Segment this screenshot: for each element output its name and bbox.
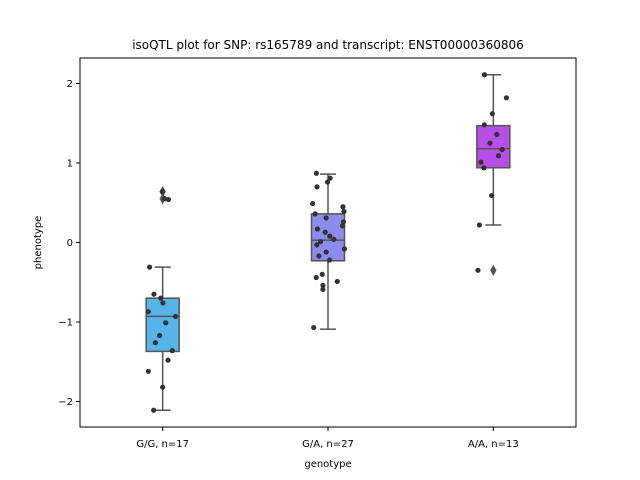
data-point — [314, 184, 320, 190]
data-point — [322, 229, 328, 235]
data-point — [340, 219, 347, 225]
data-point — [172, 313, 179, 320]
data-point — [146, 264, 153, 270]
y-tick-label: 1 — [67, 159, 73, 170]
x-tick-label: G/G, n=17 — [136, 439, 189, 450]
data-point — [327, 175, 333, 181]
y-tick-label: 2 — [67, 79, 73, 90]
data-point — [312, 211, 318, 217]
data-point — [314, 226, 321, 232]
x-tick-label: A/A, n=13 — [468, 439, 519, 450]
data-point — [323, 249, 329, 255]
data-point — [320, 286, 326, 293]
data-point — [319, 271, 325, 277]
x-axis: G/G, n=17 G/A, n=27 A/A, n=13 — [136, 427, 519, 450]
data-point — [160, 384, 166, 390]
data-point — [489, 111, 495, 117]
data-point — [160, 300, 166, 306]
data-point — [159, 189, 165, 195]
outlier-marker — [490, 264, 497, 276]
data-point — [145, 368, 151, 374]
y-axis: −2 −1 0 1 2 — [58, 79, 80, 408]
data-point — [481, 122, 487, 128]
data-point — [323, 215, 329, 221]
data-point — [340, 204, 346, 210]
data-point — [169, 348, 175, 354]
data-point — [331, 236, 337, 242]
data-point — [494, 131, 500, 137]
data-point — [316, 253, 322, 259]
chart-title: isoQTL plot for SNP: rs165789 and transc… — [132, 38, 524, 52]
data-point — [495, 153, 502, 159]
data-point — [145, 309, 151, 315]
data-point — [313, 274, 319, 281]
data-point — [503, 95, 509, 101]
data-point — [476, 222, 482, 228]
y-tick-label: −2 — [58, 397, 73, 408]
data-point — [152, 340, 158, 346]
data-point — [157, 332, 163, 339]
data-point — [481, 72, 488, 78]
data-point — [311, 324, 317, 331]
data-point — [313, 170, 319, 176]
data-point — [341, 208, 347, 215]
data-point — [475, 267, 481, 273]
data-point — [151, 407, 157, 413]
y-axis-label: phenotype — [33, 216, 44, 270]
data-point — [163, 320, 169, 326]
y-tick-label: 0 — [67, 238, 73, 249]
data-point — [324, 179, 331, 185]
data-point — [487, 140, 493, 146]
data-point — [339, 223, 346, 229]
data-point — [499, 146, 505, 153]
data-point — [158, 295, 164, 301]
data-point — [489, 192, 495, 199]
y-tick-label: −1 — [58, 318, 73, 329]
x-tick-label: G/A, n=27 — [302, 439, 354, 450]
data-point — [310, 200, 316, 207]
data-point — [165, 196, 172, 203]
data-point — [327, 233, 333, 239]
data-point — [334, 278, 340, 285]
data-point — [341, 246, 348, 252]
data-point — [317, 239, 324, 245]
data-point — [165, 357, 171, 363]
data-point — [326, 257, 333, 263]
data-point — [481, 165, 487, 171]
data-point — [151, 291, 157, 297]
data-point — [314, 242, 320, 248]
plot-area — [145, 72, 511, 413]
data-point — [320, 282, 326, 289]
box — [145, 297, 180, 353]
data-point — [478, 159, 484, 165]
x-axis-label: genotype — [304, 459, 351, 470]
